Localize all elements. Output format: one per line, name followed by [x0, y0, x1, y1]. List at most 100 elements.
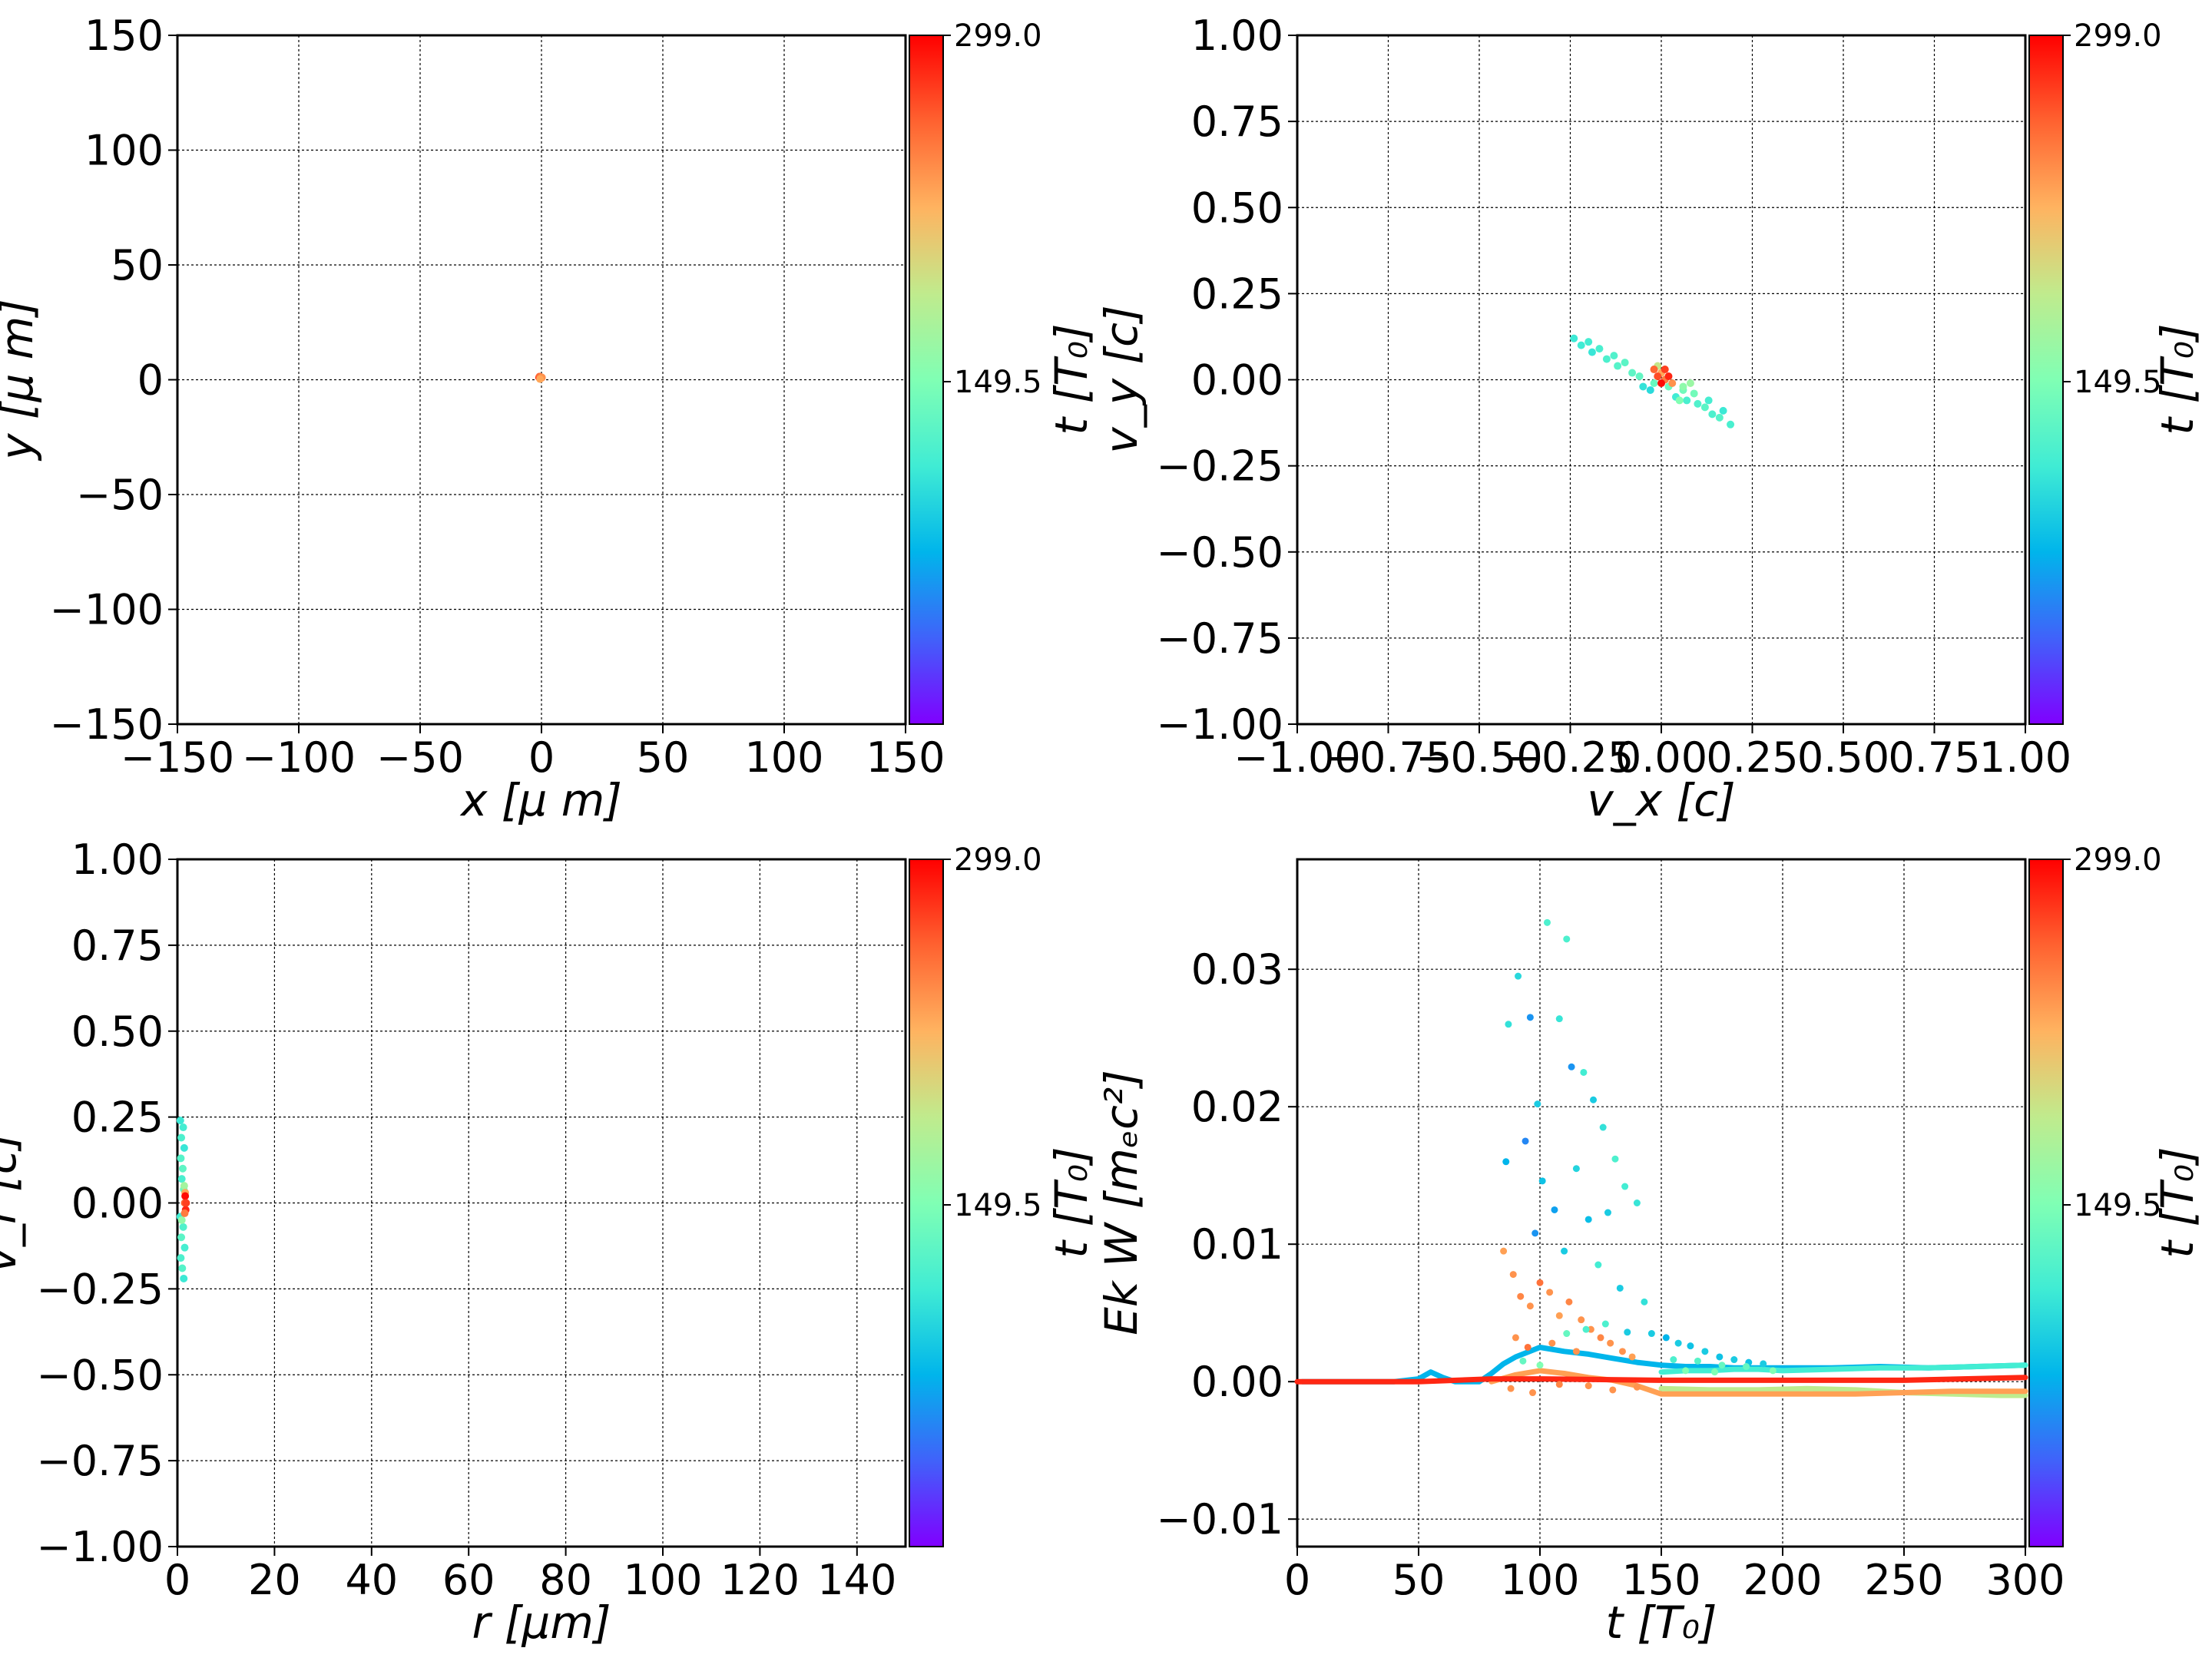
x-tick-label: 100	[1500, 1556, 1579, 1604]
y-tick-label: −0.75	[1157, 614, 1283, 663]
data-point	[177, 1233, 186, 1242]
y-tick-label: 0.03	[1191, 945, 1283, 994]
data-point	[1529, 1389, 1537, 1397]
data-point	[1662, 1334, 1670, 1342]
data-point	[1577, 341, 1585, 349]
x-tick-label: 1.00	[1979, 733, 2071, 782]
colorbar: 299.0 149.5 t [T₀]	[2028, 842, 2204, 1547]
x-tick-label: 20	[248, 1556, 301, 1604]
data-point	[1700, 403, 1709, 412]
data-point	[179, 1223, 187, 1231]
y-tick-label: −100	[50, 586, 164, 634]
y-tick-label: 0.25	[1191, 270, 1283, 318]
data-point	[1716, 1353, 1724, 1361]
x-tick-label: 0.25	[1706, 733, 1798, 782]
grid	[168, 859, 906, 1556]
data-point	[1694, 399, 1702, 408]
data-point	[1719, 406, 1727, 415]
series-line-teal	[1658, 1362, 2028, 1375]
data-point	[1532, 1229, 1539, 1237]
x-tick-label: 0.75	[1888, 733, 1980, 782]
data-point	[180, 1274, 188, 1282]
data-point	[1657, 379, 1665, 387]
data-point	[1650, 366, 1658, 374]
data-point	[1551, 1206, 1558, 1213]
data-point	[1633, 1199, 1641, 1206]
data-point	[1595, 345, 1604, 353]
x-tick-label: 250	[1864, 1556, 1943, 1604]
data-point	[1654, 372, 1662, 381]
x-tick-label: 0.00	[1615, 733, 1707, 782]
data-point	[1572, 1348, 1580, 1355]
data-point	[1694, 1357, 1701, 1365]
colorbar-tick-mid: 149.5	[2074, 1188, 2162, 1223]
y-tick-labels: −150 −100 −50 0 50 100 150	[50, 12, 164, 749]
colorbar-tick-max: 299.0	[954, 842, 1042, 878]
data-point	[1584, 338, 1593, 346]
data-point	[182, 1199, 190, 1207]
data-point	[1639, 382, 1647, 391]
data-point	[178, 1164, 187, 1173]
series-line-blue-green	[1299, 1345, 2028, 1385]
panel-xy: −150 −100 −50 0 50 100 150 −150−100−5005010015…	[0, 12, 1098, 826]
data-point	[1580, 1068, 1588, 1076]
data-point	[1524, 1343, 1532, 1351]
data-point	[1760, 1360, 1767, 1368]
grid	[1288, 35, 2026, 733]
colorbar-tick-mid: 149.5	[2074, 365, 2162, 400]
data-point	[1621, 1183, 1629, 1190]
y-tick-label: −0.50	[1157, 528, 1283, 577]
x-tick-label: −100	[242, 733, 356, 782]
data-point	[180, 1182, 188, 1190]
y-tick-label: 1.00	[1191, 12, 1283, 60]
data-point	[1536, 1279, 1544, 1286]
panel-vxvy: −1.00−0.75−0.50−0.250.000.250.500.751.00…	[1095, 12, 2204, 826]
y-tick-label: −0.01	[1157, 1495, 1283, 1544]
y-tick-label: 50	[111, 241, 164, 290]
panel-rvr: 0 20 40 60 80 100 120 140 −1.00 −0.75 −0.50 −0.25 0…	[0, 836, 1098, 1649]
data-point	[1743, 1363, 1750, 1371]
data-point	[1647, 1330, 1655, 1338]
x-axis-label: x [μ m]	[459, 774, 622, 826]
x-tick-label: 100	[744, 733, 823, 782]
data-point	[1515, 972, 1522, 980]
colorbar-label: t [T₀]	[2151, 323, 2204, 435]
data-point	[1599, 1123, 1607, 1131]
series-lines	[1294, 1345, 2028, 1398]
data-point	[1633, 1383, 1641, 1391]
grid	[168, 35, 906, 733]
x-tick-label: −1.00	[1233, 733, 1360, 782]
data-point	[1708, 410, 1717, 419]
colorbar-tick-mid: 149.5	[954, 1188, 1042, 1223]
x-axis-label: t [T₀]	[1605, 1597, 1717, 1649]
y-tick-label: −50	[76, 471, 164, 519]
data-point	[180, 1243, 189, 1252]
x-tick-label: 0.50	[1797, 733, 1889, 782]
x-tick-label: 120	[720, 1556, 800, 1604]
data-point	[1661, 366, 1669, 374]
data-point	[1522, 1137, 1529, 1145]
data-point	[1507, 1385, 1515, 1392]
data-point	[1715, 413, 1724, 422]
data-point	[1572, 1165, 1580, 1173]
colorbar-gradient	[2028, 35, 2064, 725]
data-point	[1570, 334, 1578, 342]
data-point	[177, 1175, 186, 1183]
x-tick-label: 200	[1743, 1556, 1822, 1604]
data-point	[1664, 372, 1673, 381]
data-point	[1502, 1158, 1510, 1166]
colorbar-label: t [T₀]	[1045, 1147, 1098, 1258]
data-point	[1597, 1334, 1604, 1342]
data-point	[1624, 1329, 1631, 1336]
data-point	[1701, 1348, 1709, 1355]
data-point	[1555, 1312, 1563, 1319]
y-tick-labels: −1.00 −0.75 −0.50 −0.25 0.00 0.25 0.50 0.75 1.00	[1157, 12, 1283, 749]
series-line-orange	[1488, 1368, 2028, 1397]
data-point	[1534, 1100, 1541, 1108]
y-tick-label: −0.25	[1157, 442, 1283, 491]
data-point	[1526, 1302, 1534, 1310]
x-tick-label: −0.50	[1416, 733, 1542, 782]
x-tick-label: 150	[1621, 1556, 1700, 1604]
data-point	[1730, 1356, 1738, 1364]
x-tick-label: 100	[623, 1556, 702, 1604]
